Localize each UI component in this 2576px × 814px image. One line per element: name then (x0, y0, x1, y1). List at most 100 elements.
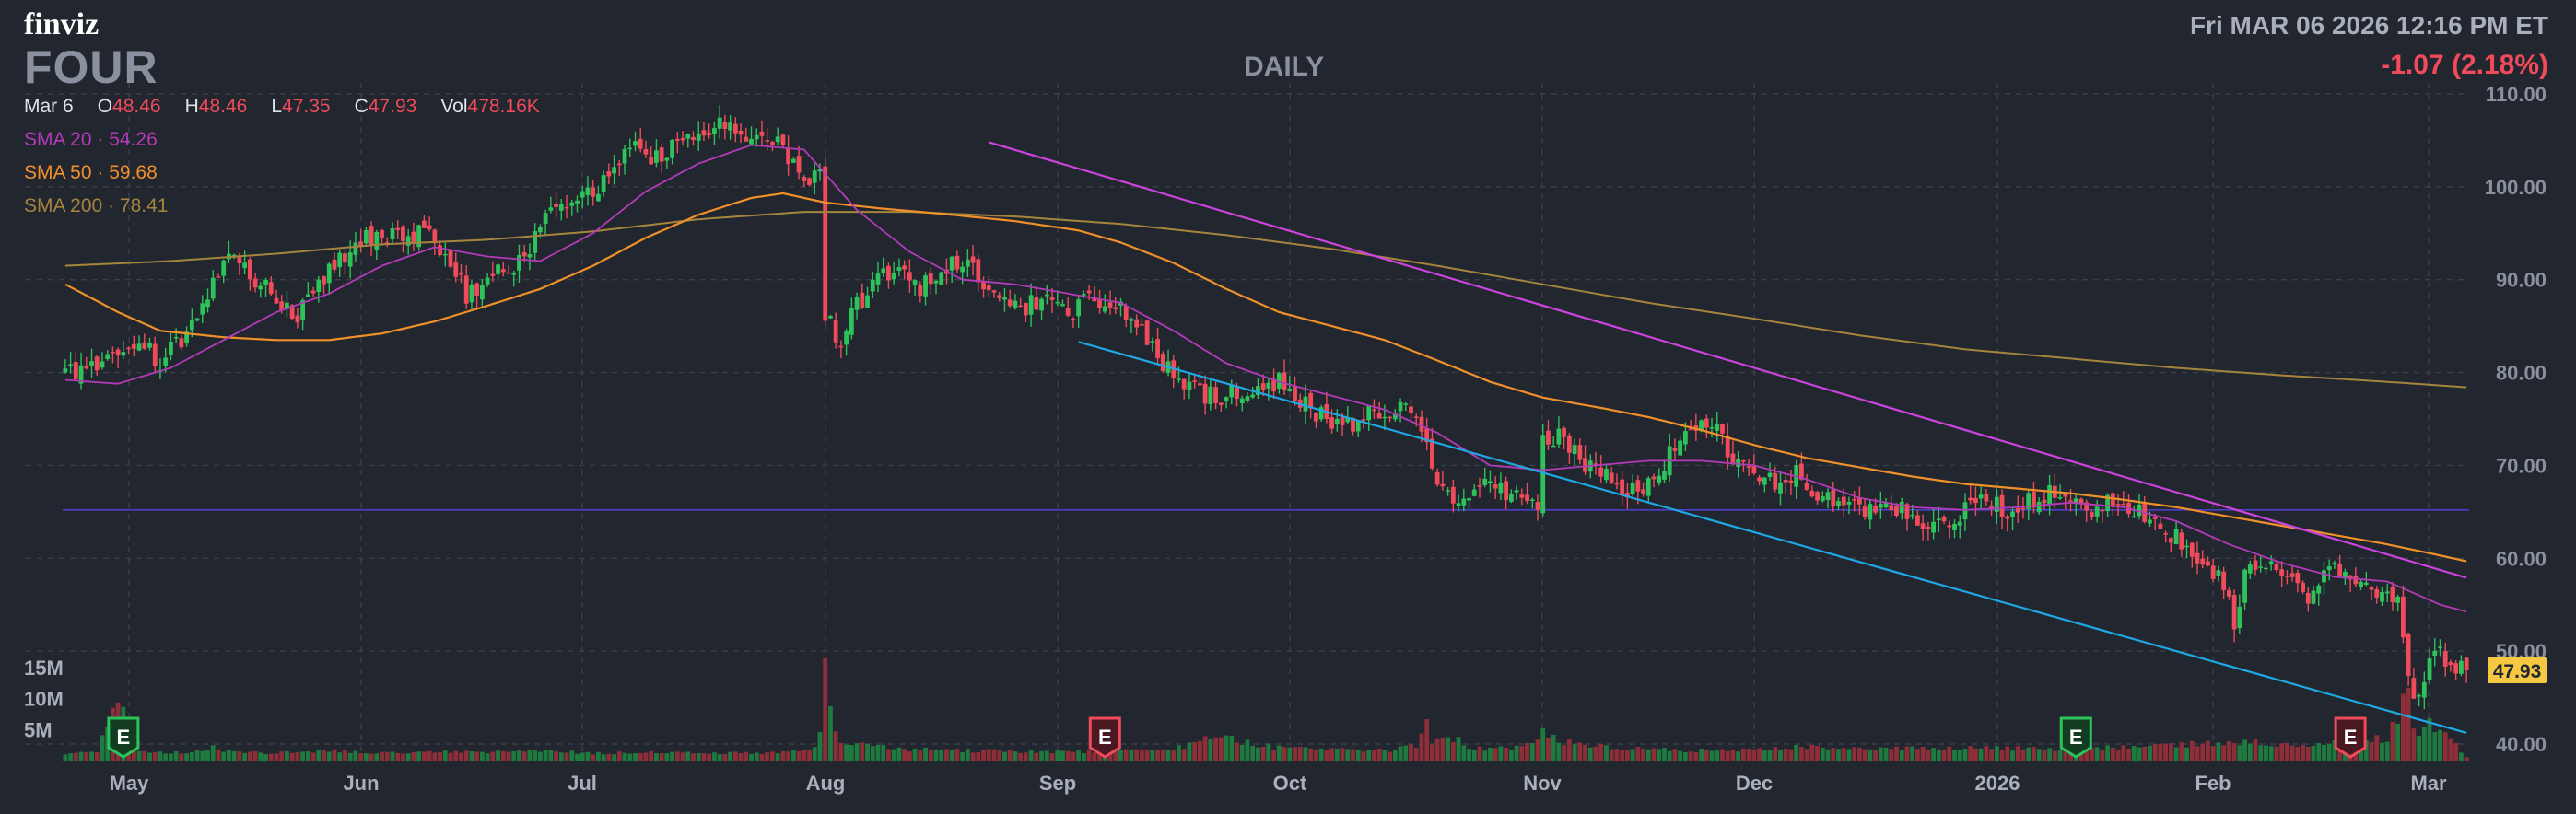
sma50-legend: SMA 50 · 59.68 (24, 162, 158, 183)
candle-body (1192, 380, 1198, 382)
candle-body (732, 123, 738, 134)
candle-body (949, 256, 954, 271)
candle-body (1508, 494, 1514, 502)
candle-body (960, 266, 966, 273)
volume-bar (1525, 742, 1529, 761)
volume-bar (986, 749, 991, 761)
candle-body (279, 301, 285, 310)
candle-body (205, 299, 210, 308)
candle-body (2152, 517, 2158, 519)
volume-bar (401, 753, 405, 761)
candle-body (395, 227, 401, 230)
candle-body (427, 225, 432, 230)
candle-body (289, 305, 295, 319)
candle-body (1809, 490, 1815, 497)
volume-axis: 15M 10M 5M (24, 657, 64, 741)
candle-body (2247, 564, 2253, 574)
volume-bar (2020, 749, 2026, 761)
candle-body (2369, 587, 2374, 590)
volume-bar (89, 751, 94, 761)
sma50-line (64, 192, 2467, 563)
volume-bar (131, 749, 136, 761)
candle-body (654, 150, 659, 163)
candle-body (353, 242, 358, 255)
volume-bar (2163, 743, 2169, 761)
earnings-marker[interactable]: E (2059, 716, 2092, 759)
candle-body (1783, 480, 1788, 483)
candle-body (1303, 396, 1308, 412)
candle-body (2195, 552, 2200, 564)
candle-body (438, 245, 442, 256)
volume-bar (1825, 749, 1831, 761)
volume-bar (2094, 747, 2100, 761)
candle-body (2163, 533, 2169, 535)
candle-body (2057, 496, 2063, 499)
candle-body (1952, 523, 1957, 531)
candle-body (295, 315, 300, 323)
earnings-marker[interactable]: E (2334, 716, 2367, 759)
volume-bar (765, 752, 770, 761)
candle-body (1060, 304, 1065, 307)
volume-bar (1235, 742, 1239, 761)
candle-body (2406, 634, 2411, 676)
candle-body (2121, 504, 2126, 506)
volume-bar (886, 749, 891, 761)
candle-body (2363, 582, 2369, 585)
volume-bar (944, 749, 949, 761)
candle-body (1609, 472, 1614, 483)
candle-body (173, 336, 179, 339)
volume-bar (2411, 728, 2417, 761)
volume-bar (775, 753, 780, 761)
price-tick-label: 90.00 (2496, 269, 2547, 292)
earnings-label: E (2069, 726, 2083, 749)
candle-body (1936, 518, 1941, 521)
candle-body (1699, 420, 1704, 432)
volume-bar (2226, 740, 2231, 761)
candle-body (844, 331, 849, 345)
volume-bar (1598, 743, 1604, 761)
high-label: H (184, 96, 199, 117)
volume-bar (1118, 750, 1123, 761)
volume-bar (828, 705, 833, 761)
volume-bar (1699, 749, 1704, 761)
volume-bar (1604, 745, 1609, 761)
earnings-label: E (2344, 726, 2358, 749)
candle-body (2384, 591, 2390, 594)
volume-bar (1778, 750, 1783, 761)
volume-bar (1171, 749, 1177, 761)
volume-bar (390, 751, 395, 761)
candle-body (2026, 493, 2032, 509)
volume-bar (1060, 750, 1065, 761)
volume-bar (1018, 752, 1024, 761)
volume-bar (1450, 741, 1456, 761)
volume-bar (1504, 748, 1509, 761)
earnings-marker[interactable]: E (1088, 716, 1121, 759)
candle-body (2237, 606, 2242, 629)
volume-bar (1413, 748, 1419, 761)
volume-bar (1931, 748, 1937, 761)
candle-body (2090, 512, 2094, 517)
candle-body (521, 252, 527, 257)
volume-bar (591, 754, 596, 761)
candle-body (2005, 516, 2010, 519)
candle-body (1388, 416, 1393, 419)
finviz-logo[interactable]: finviz (24, 7, 100, 41)
candle-body (649, 157, 654, 165)
volume-bar (1720, 749, 1725, 761)
candle-body (2289, 573, 2295, 577)
candle-body (1150, 341, 1155, 343)
volume-bar (1430, 744, 1434, 761)
candle-body (701, 130, 707, 136)
candle-body (1778, 483, 1783, 494)
candle-body (2253, 560, 2258, 570)
volume-bar (169, 753, 173, 761)
volume-bar (459, 752, 463, 761)
candle-body (765, 140, 770, 142)
upper-trendline (988, 141, 2467, 579)
volume-bar (227, 750, 231, 761)
earnings-marker[interactable]: E (107, 716, 140, 759)
volume-bar (1419, 733, 1424, 761)
volume-bar (1081, 753, 1086, 761)
